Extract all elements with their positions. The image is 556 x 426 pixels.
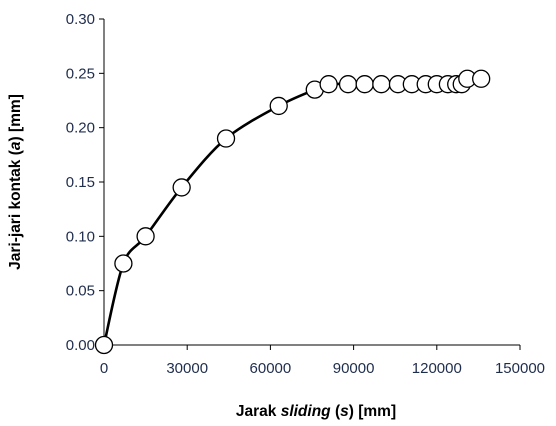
x-axis-title: Jarak sliding (s) [mm] [236,403,396,420]
data-series [94,69,491,355]
data-point [269,96,288,116]
data-point [172,178,191,197]
data-point [372,75,391,94]
x-tick-label: 120000 [412,360,462,377]
y-tick-label: 0.25 [66,65,95,82]
x-tick-label: 150000 [495,360,545,377]
y-tick-label: 0.15 [66,174,95,191]
y-tick-label: 0.10 [66,228,95,245]
data-point [472,69,491,88]
x-tick-label: 0 [100,360,108,377]
data-point [355,75,374,94]
axes [99,18,521,350]
data-point [319,75,338,94]
y-tick-label: 0.05 [66,283,95,300]
y-tick-label: 0.30 [66,11,95,28]
x-tick-label: 60000 [250,360,292,377]
data-point [338,75,358,94]
data-point [94,335,114,355]
data-point [136,227,155,246]
x-tick-label: 90000 [333,360,375,377]
series-line [102,77,482,346]
x-tick-label: 30000 [166,360,208,377]
y-tick-label: 0.20 [66,120,95,137]
tick-labels: 0.00 0.05 0.10 0.15 0.20 0.25 0.30 0 30000 60000 9… [66,11,545,377]
data-point [216,129,236,148]
y-axis-title: Jari-jari kontak (a) [mm] [7,94,24,270]
y-tick-label: 0.00 [66,337,95,354]
data-point [114,254,133,273]
